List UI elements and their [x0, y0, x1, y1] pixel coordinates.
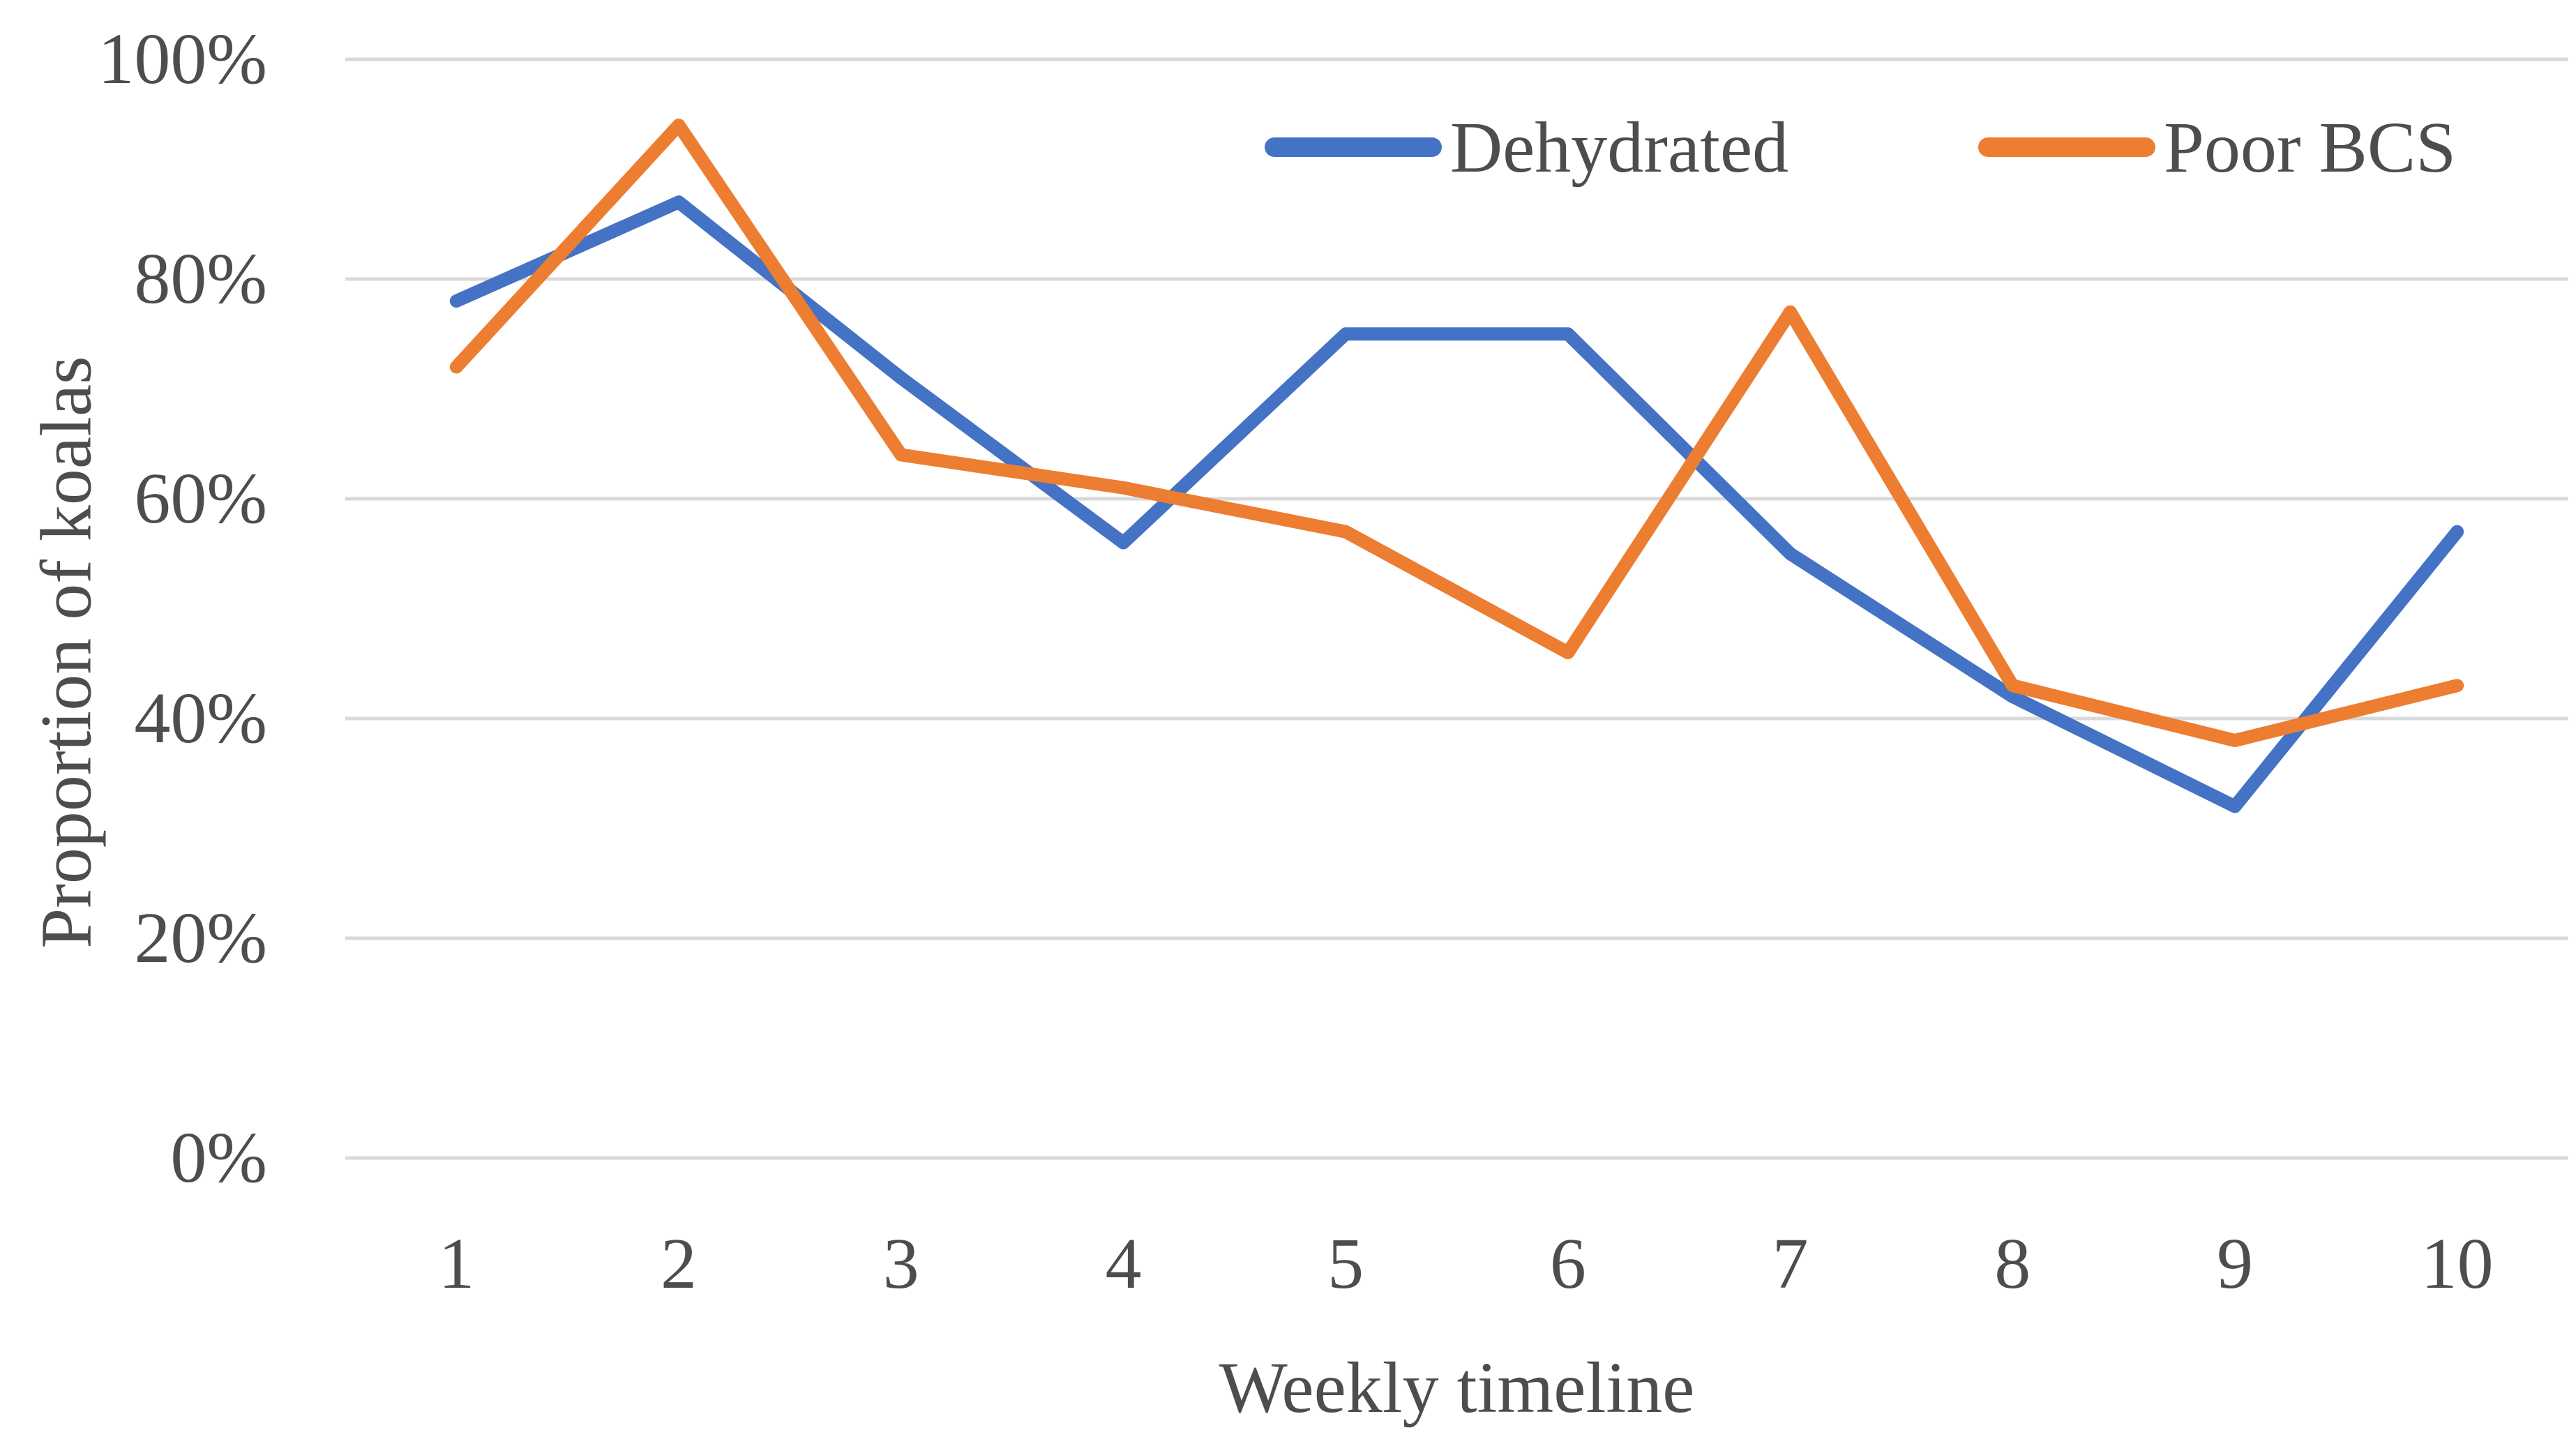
y-tick-label-40: 40% — [134, 678, 267, 758]
x-tick-label-9: 9 — [2216, 1224, 2253, 1304]
x-tick-label-2: 2 — [661, 1224, 698, 1304]
x-tick-label-10: 10 — [2420, 1224, 2494, 1304]
y-tick-label-0: 0% — [170, 1118, 267, 1198]
y-tick-label-80: 80% — [134, 239, 267, 319]
x-tick-label-1: 1 — [438, 1224, 475, 1304]
legend-label-poor-bcs: Poor BCS — [2164, 107, 2457, 188]
x-tick-label-6: 6 — [1549, 1224, 1586, 1304]
x-tick-label-5: 5 — [1327, 1224, 1364, 1304]
legend-item-poor-bcs: Poor BCS — [1978, 102, 2456, 193]
poor-bcs-series-swatch-icon — [1978, 137, 2155, 157]
dehydrated-series-swatch-icon — [1265, 137, 1442, 157]
x-tick-label-7: 7 — [1772, 1224, 1809, 1304]
x-tick-label-8: 8 — [1994, 1224, 2031, 1304]
series-line-poor-bcs — [449, 119, 2464, 747]
x-axis-title: Weekly timeline — [1219, 1348, 1695, 1428]
y-tick-label-60: 60% — [134, 458, 267, 539]
legend-item-dehydrated: Dehydrated — [1265, 102, 1788, 193]
y-tick-label-20: 20% — [134, 898, 267, 978]
legend-label-dehydrated: Dehydrated — [1450, 107, 1789, 188]
y-axis-title: Proportion of koalas — [26, 356, 107, 949]
x-tick-label-4: 4 — [1105, 1224, 1142, 1304]
y-tick-label-100: 100% — [98, 19, 267, 99]
x-tick-label-3: 3 — [882, 1224, 919, 1304]
